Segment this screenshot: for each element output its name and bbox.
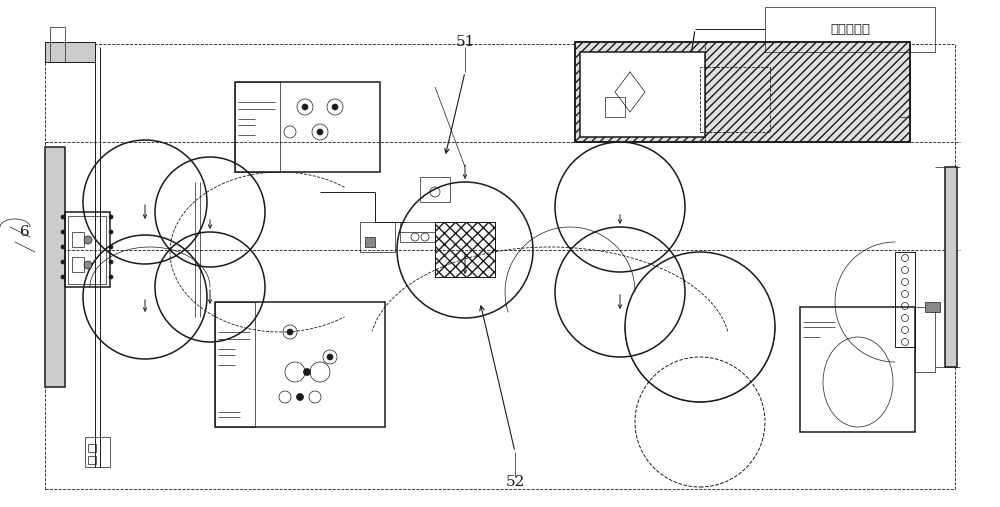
Circle shape <box>332 104 338 110</box>
Bar <box>575 42 910 142</box>
Circle shape <box>61 215 65 219</box>
Text: 52: 52 <box>505 475 525 489</box>
Bar <box>800 307 915 432</box>
Circle shape <box>109 215 113 219</box>
Text: 6: 6 <box>20 225 30 239</box>
Bar <box>50 27 65 62</box>
Bar <box>400 222 435 242</box>
Bar <box>915 307 935 372</box>
Text: 卡芯片识别: 卡芯片识别 <box>830 22 870 35</box>
Circle shape <box>61 230 65 234</box>
Bar <box>45 147 65 387</box>
Circle shape <box>109 260 113 264</box>
Circle shape <box>304 369 311 376</box>
Bar <box>765 7 935 52</box>
Bar <box>68 216 106 284</box>
Circle shape <box>109 230 113 234</box>
Circle shape <box>84 261 92 269</box>
Bar <box>215 302 255 427</box>
Bar <box>235 82 280 172</box>
Circle shape <box>317 129 323 135</box>
Bar <box>420 177 450 202</box>
Text: 51: 51 <box>455 35 475 49</box>
Bar <box>435 222 495 277</box>
Bar <box>235 82 380 172</box>
Bar <box>65 212 110 287</box>
Bar <box>72 257 84 272</box>
Bar <box>45 44 955 489</box>
Circle shape <box>302 104 308 110</box>
Bar <box>925 302 940 312</box>
Circle shape <box>61 275 65 279</box>
Circle shape <box>84 236 92 244</box>
Bar <box>88 456 96 464</box>
Bar <box>580 52 705 137</box>
Bar <box>215 302 385 427</box>
Circle shape <box>61 260 65 264</box>
Bar <box>360 222 395 252</box>
Bar <box>45 42 95 62</box>
Circle shape <box>61 245 65 249</box>
Circle shape <box>287 329 293 335</box>
Circle shape <box>327 354 333 360</box>
Bar <box>88 444 96 452</box>
Bar <box>945 167 957 367</box>
Bar <box>575 42 910 142</box>
Bar <box>605 97 625 117</box>
Bar <box>700 67 770 132</box>
Bar <box>72 232 84 247</box>
Bar <box>85 437 110 467</box>
Circle shape <box>109 245 113 249</box>
Circle shape <box>297 393 304 401</box>
Bar <box>365 237 375 247</box>
Bar <box>895 252 915 347</box>
Circle shape <box>109 275 113 279</box>
Bar <box>435 222 495 277</box>
